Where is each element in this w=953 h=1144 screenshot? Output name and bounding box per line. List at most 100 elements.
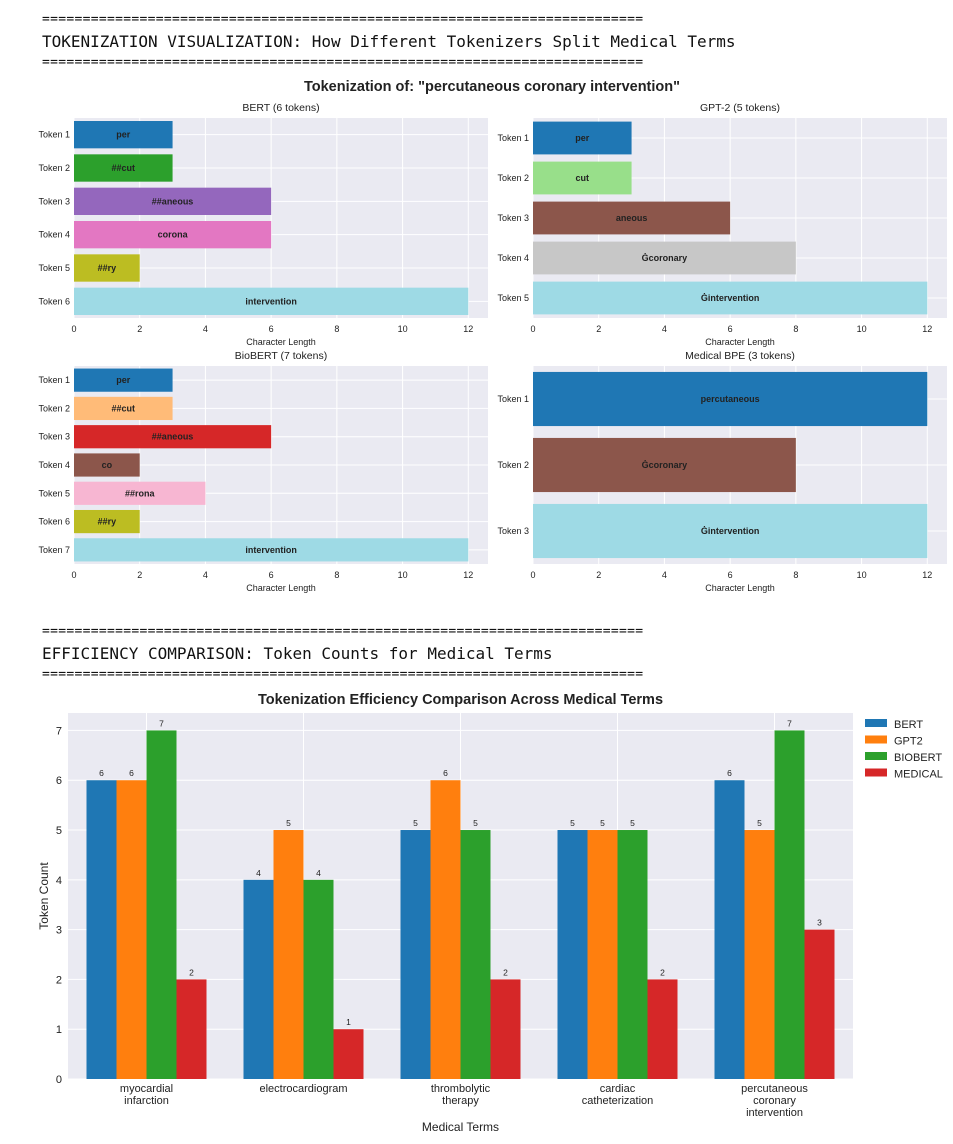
token-label: per <box>575 133 590 143</box>
x-tick-label: 4 <box>203 570 208 580</box>
x-axis-label: Medical Terms <box>422 1120 499 1134</box>
token-bar <box>533 371 928 427</box>
y-tick-label: 0 <box>56 1074 62 1086</box>
x-tick-label: 12 <box>922 324 932 334</box>
y-tick-label: 3 <box>56 925 62 937</box>
y-tick-label: Token 1 <box>497 133 529 143</box>
y-tick-label: Token 5 <box>497 293 529 303</box>
legend-swatch <box>865 719 887 727</box>
token-bar <box>74 453 140 477</box>
bar <box>116 780 147 1079</box>
x-tick-label: 6 <box>269 324 274 334</box>
x-tick-label: 4 <box>662 570 667 580</box>
header1-separator-top: ========================================… <box>42 12 644 27</box>
gpt2-subplot: 0 2 4 6 8 10 12 Character Length GPT-2 (5 tokens… <box>497 102 947 347</box>
y-tick-label: Token 6 <box>38 517 70 527</box>
category-label: intervention <box>746 1107 803 1119</box>
bar <box>430 780 461 1079</box>
x-tick-label: 8 <box>334 324 339 334</box>
token-label: cut <box>576 173 590 183</box>
y-tick-label: 4 <box>56 875 62 887</box>
header1-separator-bottom: ========================================… <box>42 55 644 70</box>
bar-value-label: 5 <box>600 818 605 828</box>
x-tick-label: 10 <box>857 324 867 334</box>
header2-title: EFFICIENCY COMPARISON: Token Counts for … <box>42 644 553 663</box>
x-tick-label: 10 <box>857 570 867 580</box>
token-label: corona <box>158 230 189 240</box>
token-bar <box>533 121 632 155</box>
tokenization-figure: Tokenization of: "percutaneous coronary … <box>38 79 947 593</box>
medical-bpe-subplot: 0 2 4 6 8 10 12 Character Length Medical BPE (3 … <box>497 350 947 593</box>
category-label: infarction <box>124 1095 169 1107</box>
y-tick-label: 6 <box>56 775 62 787</box>
biobert-subplot: 0 2 4 6 8 10 12 Character Length BioBERT (7 toke… <box>38 350 488 593</box>
y-tick-label: Token 4 <box>38 230 70 240</box>
x-tick-label: 10 <box>398 570 408 580</box>
y-tick-label: Token 2 <box>497 460 529 470</box>
x-tick-label: 8 <box>334 570 339 580</box>
token-label: per <box>116 130 131 140</box>
bar <box>647 979 678 1079</box>
x-tick-label: 6 <box>728 570 733 580</box>
bar-value-label: 5 <box>570 818 575 828</box>
bert-subplot: 0 2 4 6 8 10 12 Character Length BERT (6 tokens)… <box>38 102 488 347</box>
x-tick-label: 0 <box>71 570 76 580</box>
token-bar <box>533 201 731 235</box>
category-label: cardiac <box>600 1083 636 1095</box>
bar-value-label: 5 <box>757 818 762 828</box>
bar <box>86 780 117 1079</box>
y-tick-label: Token 5 <box>38 488 70 498</box>
bar-value-label: 6 <box>129 768 134 778</box>
token-label: per <box>116 375 131 385</box>
bar-value-label: 2 <box>660 967 665 977</box>
x-tick-label: 0 <box>71 324 76 334</box>
y-tick-label: Token 3 <box>38 196 70 206</box>
token-label: Ġintervention <box>701 526 760 536</box>
legend-label: MEDICAL <box>894 769 943 781</box>
bar-value-label: 6 <box>99 768 104 778</box>
bar <box>744 830 775 1079</box>
bar-value-label: 4 <box>316 868 321 878</box>
x-tick-label: 12 <box>463 324 473 334</box>
chart-title: Tokenization Efficiency Comparison Acros… <box>258 692 663 708</box>
x-tick-label: 2 <box>137 570 142 580</box>
bar <box>303 879 334 1079</box>
x-tick-label: 4 <box>662 324 667 334</box>
y-tick-label: Token 1 <box>38 130 70 140</box>
bar-value-label: 5 <box>473 818 478 828</box>
token-label: ##cut <box>112 163 136 173</box>
header2-separator-bottom: ========================================… <box>42 667 644 682</box>
bar-value-label: 1 <box>346 1017 351 1027</box>
token-bar <box>74 509 140 534</box>
token-bar <box>74 287 469 315</box>
y-tick-label: Token 3 <box>497 526 529 536</box>
figure-suptitle: Tokenization of: "percutaneous coronary … <box>304 79 680 95</box>
bar-value-label: 2 <box>503 967 508 977</box>
token-label: ##rona <box>125 488 156 498</box>
bar <box>243 879 274 1079</box>
token-bar <box>533 161 632 195</box>
token-bar <box>74 187 272 215</box>
x-tick-label: 8 <box>793 324 798 334</box>
bar <box>617 830 648 1079</box>
bar-value-label: 5 <box>630 818 635 828</box>
token-bar <box>74 368 173 392</box>
y-tick-label: Token 1 <box>497 394 529 404</box>
bar <box>714 780 745 1079</box>
x-tick-label: 2 <box>137 324 142 334</box>
plot-area <box>74 118 488 318</box>
token-bar <box>533 281 928 315</box>
category-label: coronary <box>753 1095 796 1107</box>
category-label: thrombolytic <box>431 1083 491 1095</box>
x-axis-label: Character Length <box>246 337 316 347</box>
legend-label: GPT2 <box>894 736 923 748</box>
token-label: ##ry <box>98 517 117 527</box>
token-label: Ġcoronary <box>642 253 688 263</box>
bar <box>333 1029 364 1079</box>
token-label: ##cut <box>112 403 136 413</box>
x-tick-label: 2 <box>596 570 601 580</box>
bar-value-label: 5 <box>286 818 291 828</box>
bar <box>176 979 207 1079</box>
bar <box>490 979 521 1079</box>
category-label: catheterization <box>582 1095 654 1107</box>
